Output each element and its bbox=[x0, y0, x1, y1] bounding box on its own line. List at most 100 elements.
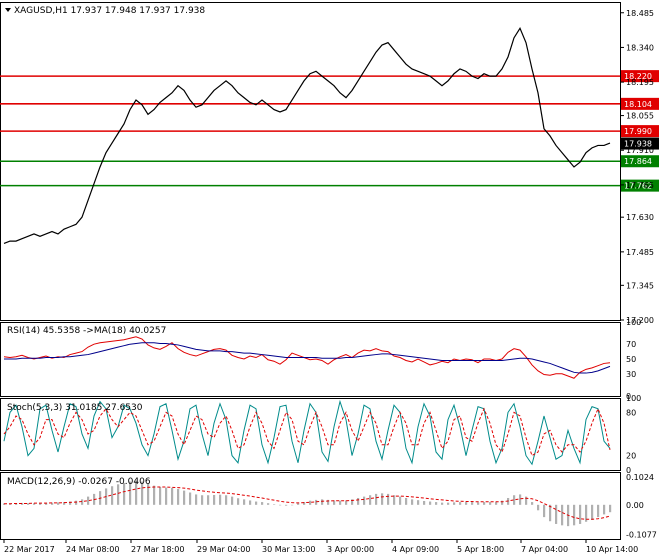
macd-bar bbox=[327, 499, 330, 505]
macd-ytick-label: -0.1077 bbox=[626, 530, 657, 539]
level-label-bg bbox=[621, 70, 659, 83]
macd-bar bbox=[195, 494, 198, 505]
macd-bar bbox=[69, 501, 72, 505]
time-tick-label: 7 Apr 04:00 bbox=[521, 545, 568, 554]
rsi-ytick-label: 100 bbox=[626, 318, 641, 327]
macd-bar bbox=[489, 502, 492, 505]
macd-bar bbox=[537, 504, 540, 511]
macd-bar bbox=[525, 496, 528, 505]
macd-bar bbox=[75, 500, 78, 505]
macd-bar bbox=[261, 502, 264, 505]
macd-bar bbox=[603, 504, 606, 515]
current-price-bg bbox=[621, 137, 659, 150]
macd-bar bbox=[27, 503, 30, 505]
rsi-series-line bbox=[3, 336, 611, 379]
macd-bar bbox=[15, 503, 18, 505]
macd-bar bbox=[219, 494, 222, 505]
rsi-ytick-label: 70 bbox=[626, 340, 636, 349]
time-tick-label: 10 Apr 14:00 bbox=[586, 545, 638, 554]
macd-bar bbox=[183, 490, 186, 505]
stoch-ytick-label: 0 bbox=[626, 466, 631, 475]
level-label-bg bbox=[621, 97, 659, 110]
macd-bar bbox=[357, 497, 360, 505]
level-label-bg bbox=[621, 179, 659, 192]
macd-panel-frame bbox=[0, 472, 621, 540]
macd-bar bbox=[177, 488, 180, 505]
macd-ytick-label: 0.1024 bbox=[626, 473, 654, 482]
macd-bar bbox=[159, 487, 162, 505]
price-ytick-label: 18.485 bbox=[626, 9, 654, 18]
macd-bar bbox=[153, 485, 156, 505]
macd-bar bbox=[423, 500, 426, 505]
time-tick-label: 29 Mar 04:00 bbox=[197, 545, 250, 554]
rsi-ytick-label: 0 bbox=[626, 392, 631, 401]
macd-bar bbox=[147, 483, 150, 505]
time-tick-label: 22 Mar 2017 bbox=[4, 545, 55, 554]
macd-bar bbox=[297, 503, 300, 505]
macd-bar bbox=[321, 499, 324, 505]
time-tick-label: 24 Mar 08:00 bbox=[66, 545, 119, 554]
chevron-down-icon[interactable] bbox=[5, 8, 11, 12]
macd-bar bbox=[387, 493, 390, 505]
stoch-panel-frame bbox=[0, 398, 621, 471]
price-series-line bbox=[3, 27, 611, 245]
macd-bar bbox=[465, 502, 468, 505]
macd-bar bbox=[561, 504, 564, 526]
macd-bar bbox=[243, 499, 246, 505]
macd-bar bbox=[399, 496, 402, 505]
macd-bar bbox=[333, 500, 336, 505]
macd-bar bbox=[303, 502, 306, 505]
rsi-header: RSI(14) 45.5358 ->MA(18) 40.0257 bbox=[7, 326, 166, 336]
macd-bar bbox=[609, 504, 612, 513]
price-ytick-label: 17.345 bbox=[626, 281, 654, 290]
macd-bar bbox=[291, 504, 294, 506]
price-ytick-label: 17.630 bbox=[626, 213, 654, 222]
macd-bar bbox=[597, 504, 600, 518]
price-ytick-label: 17.910 bbox=[626, 146, 654, 155]
macd-bar bbox=[231, 496, 234, 505]
time-tick-label: 4 Apr 09:00 bbox=[392, 545, 439, 554]
macd-bar bbox=[405, 497, 408, 505]
macd-bar bbox=[309, 500, 312, 505]
macd-bar bbox=[165, 487, 168, 505]
macd-bar bbox=[411, 499, 414, 505]
macd-header: MACD(12,26,9) -0.0267 -0.0406 bbox=[7, 477, 151, 487]
macd-bar bbox=[393, 495, 396, 505]
macd-bar bbox=[201, 495, 204, 505]
macd-bar bbox=[339, 500, 342, 505]
macd-bar bbox=[285, 504, 288, 506]
macd-ytick-label: 0.00 bbox=[626, 501, 644, 510]
macd-bar bbox=[495, 502, 498, 505]
macd-bar bbox=[555, 504, 558, 524]
macd-bar bbox=[45, 502, 48, 505]
macd-bar bbox=[189, 492, 192, 505]
macd-bar bbox=[249, 500, 252, 505]
level-label: 17.864 bbox=[624, 157, 652, 166]
macd-bar bbox=[579, 504, 582, 524]
macd-bar bbox=[453, 502, 456, 505]
price-header: XAGUSD,H1 17.937 17.948 17.937 17.938 bbox=[14, 6, 205, 16]
macd-bar bbox=[501, 500, 504, 505]
macd-bar bbox=[117, 484, 120, 505]
macd-bar bbox=[417, 500, 420, 505]
macd-bar bbox=[225, 495, 228, 505]
macd-bar bbox=[57, 502, 60, 505]
macd-bar bbox=[381, 493, 384, 505]
macd-bar bbox=[81, 499, 84, 505]
macd-bar bbox=[213, 494, 216, 505]
macd-bar bbox=[345, 500, 348, 505]
macd-bar bbox=[549, 504, 552, 522]
macd-bar bbox=[513, 495, 516, 505]
macd-bar bbox=[375, 493, 378, 505]
macd-bar bbox=[315, 499, 318, 505]
time-tick-label: 27 Mar 18:00 bbox=[131, 545, 184, 554]
macd-bar bbox=[63, 502, 66, 505]
macd-bar bbox=[123, 482, 126, 505]
macd-bar bbox=[255, 501, 258, 505]
level-label-bg bbox=[621, 155, 659, 168]
macd-bar bbox=[573, 504, 576, 526]
macd-bar bbox=[267, 503, 270, 505]
stoch-header: Stoch(5,3,3) 31.0185 27.6530 bbox=[7, 403, 143, 413]
macd-bar bbox=[351, 499, 354, 505]
